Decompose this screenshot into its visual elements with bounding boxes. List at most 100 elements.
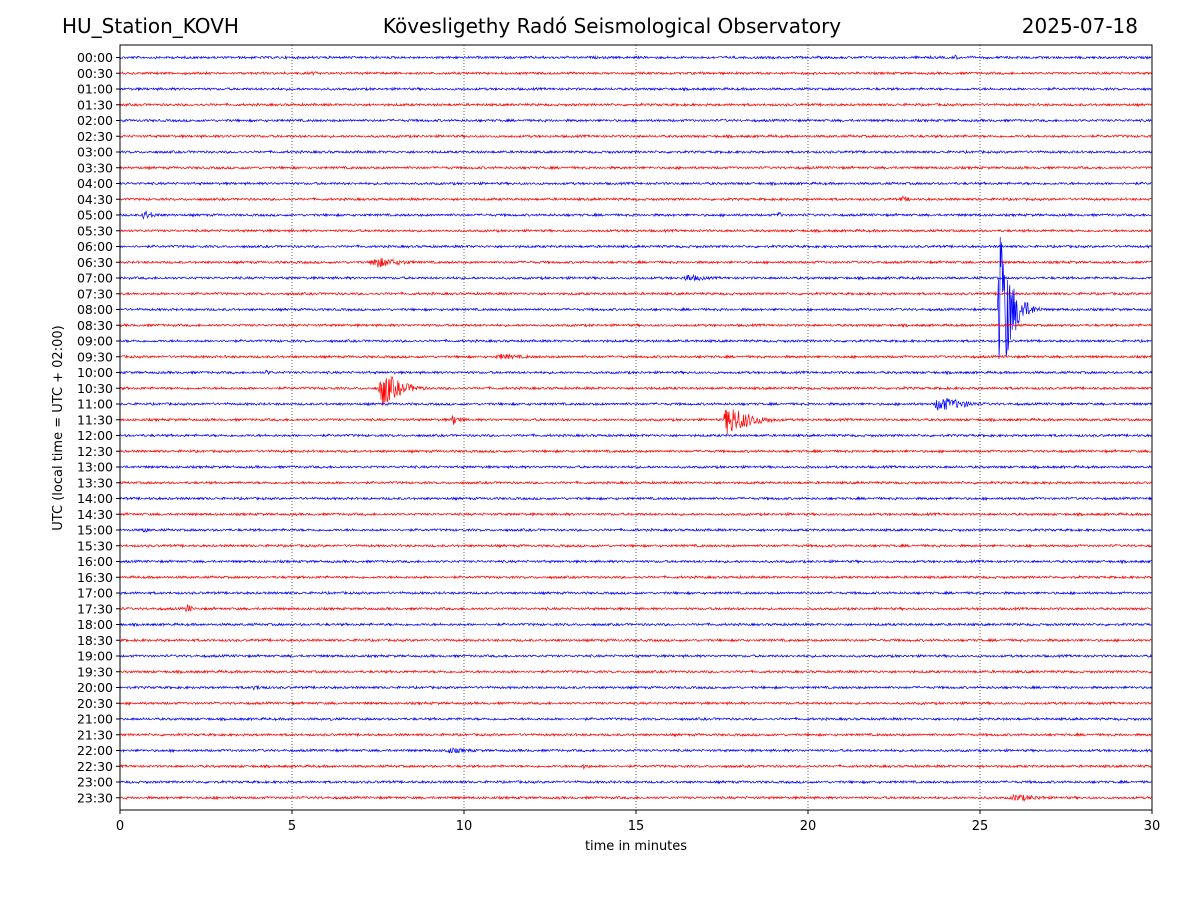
- y-tick-label-22:30: 22:30: [77, 759, 113, 774]
- trace-15:00: [119, 527, 1152, 533]
- trace-00:00: [119, 54, 1152, 61]
- y-tick-label-00:30: 00:30: [77, 66, 113, 81]
- y-tick-label-13:30: 13:30: [77, 475, 113, 490]
- trace-14:30: [119, 511, 1152, 517]
- trace-07:30: [119, 291, 1152, 297]
- y-tick-label-22:00: 22:00: [77, 743, 113, 758]
- y-tick-label-02:00: 02:00: [77, 113, 113, 128]
- trace-lines: [119, 54, 1152, 802]
- trace-21:30: [119, 732, 1152, 738]
- x-axis-ticks: 0 5 10 15 20 25 30: [116, 810, 1160, 834]
- trace-09:00: [120, 338, 1152, 344]
- y-tick-label-18:30: 18:30: [77, 633, 113, 648]
- y-tick-label-08:30: 08:30: [77, 318, 113, 333]
- y-tick-label-16:30: 16:30: [77, 570, 113, 585]
- trace-15:30: [119, 543, 1152, 549]
- trace-11:30: [119, 409, 1152, 435]
- y-tick-label-00:00: 00:00: [77, 50, 113, 65]
- trace-01:30: [119, 102, 1152, 108]
- y-tick-label-05:30: 05:30: [77, 223, 113, 238]
- y-tick-label-08:00: 08:00: [77, 302, 113, 317]
- y-tick-label-11:00: 11:00: [77, 397, 113, 412]
- trace-03:30: [119, 165, 1152, 171]
- trace-10:00: [119, 369, 1152, 376]
- y-tick-label-20:30: 20:30: [77, 696, 113, 711]
- trace-10:30: [119, 375, 1152, 406]
- y-tick-label-17:00: 17:00: [77, 586, 113, 601]
- y-tick-label-07:30: 07:30: [77, 286, 113, 301]
- trace-18:00: [119, 621, 1152, 628]
- x-tick-label-20: 20: [800, 819, 817, 834]
- y-tick-label-07:00: 07:00: [77, 271, 113, 286]
- x-tick-label-25: 25: [972, 819, 989, 834]
- trace-20:30: [119, 700, 1152, 706]
- y-tick-label-15:00: 15:00: [77, 523, 113, 538]
- y-tick-label-15:30: 15:30: [77, 538, 113, 553]
- x-tick-label-15: 15: [628, 819, 645, 834]
- y-tick-label-21:00: 21:00: [77, 712, 113, 727]
- trace-19:30: [119, 669, 1152, 675]
- trace-13:30: [119, 480, 1152, 486]
- y-tick-label-13:00: 13:00: [77, 460, 113, 475]
- trace-06:00: [119, 243, 1152, 249]
- y-tick-label-23:30: 23:30: [77, 790, 113, 805]
- x-tick-label-0: 0: [116, 819, 124, 834]
- trace-19:00: [119, 653, 1152, 659]
- y-tick-label-03:30: 03:30: [77, 160, 113, 175]
- trace-11:00: [119, 397, 1152, 411]
- trace-18:30: [119, 637, 1152, 643]
- trace-08:00: [119, 237, 1152, 359]
- trace-14:00: [119, 495, 1152, 501]
- trace-04:30: [119, 195, 1152, 203]
- y-tick-label-10:30: 10:30: [77, 381, 113, 396]
- trace-12:30: [119, 448, 1152, 454]
- grid-lines: [291, 45, 981, 810]
- y-tick-label-06:00: 06:00: [77, 239, 113, 254]
- chart-title: Kövesligethy Radó Seismological Observat…: [382, 14, 842, 38]
- trace-16:00: [119, 558, 1152, 565]
- trace-13:00: [119, 464, 1152, 470]
- station-name: HU_Station_KOVH: [62, 14, 239, 38]
- y-tick-label-05:00: 05:00: [77, 208, 113, 223]
- trace-21:00: [119, 716, 1152, 722]
- y-tick-label-17:30: 17:30: [77, 601, 113, 616]
- y-tick-label-10:00: 10:00: [77, 365, 113, 380]
- chart-date: 2025-07-18: [1021, 14, 1138, 38]
- trace-23:30: [119, 793, 1152, 802]
- y-tick-label-04:00: 04:00: [77, 176, 113, 191]
- y-tick-label-11:30: 11:30: [77, 412, 113, 427]
- trace-22:30: [119, 763, 1152, 770]
- trace-12:00: [119, 432, 1152, 438]
- y-axis-ticks: 00:0000:3001:0001:3002:0002:3003:0003:30…: [77, 50, 120, 805]
- y-tick-label-01:30: 01:30: [77, 97, 113, 112]
- y-tick-label-12:30: 12:30: [77, 444, 113, 459]
- y-tick-label-09:00: 09:00: [77, 334, 113, 349]
- y-tick-label-14:30: 14:30: [77, 507, 113, 522]
- trace-05:00: [119, 211, 1152, 220]
- x-tick-label-30: 30: [1144, 819, 1161, 834]
- y-tick-label-20:00: 20:00: [77, 680, 113, 695]
- trace-17:30: [119, 604, 1152, 613]
- trace-09:30: [119, 353, 1152, 360]
- y-tick-label-19:00: 19:00: [77, 649, 113, 664]
- y-tick-label-23:00: 23:00: [77, 775, 113, 790]
- y-tick-label-04:30: 04:30: [77, 192, 113, 207]
- y-tick-label-18:00: 18:00: [77, 617, 113, 632]
- trace-02:00: [119, 117, 1152, 123]
- y-tick-label-01:00: 01:00: [77, 82, 113, 97]
- y-axis-label: UTC (local time = UTC + 02:00): [51, 325, 66, 530]
- y-tick-label-09:30: 09:30: [77, 349, 113, 364]
- trace-05:30: [120, 228, 1152, 234]
- trace-03:00: [119, 149, 1152, 155]
- trace-20:00: [119, 684, 1152, 691]
- y-tick-label-12:00: 12:00: [77, 428, 113, 443]
- y-tick-label-21:30: 21:30: [77, 727, 113, 742]
- x-tick-label-10: 10: [456, 819, 473, 834]
- y-tick-label-06:30: 06:30: [77, 255, 113, 270]
- trace-00:30: [119, 70, 1152, 77]
- trace-23:00: [119, 779, 1152, 785]
- trace-04:00: [119, 181, 1152, 187]
- trace-08:30: [119, 322, 1152, 328]
- y-tick-label-14:00: 14:00: [77, 491, 113, 506]
